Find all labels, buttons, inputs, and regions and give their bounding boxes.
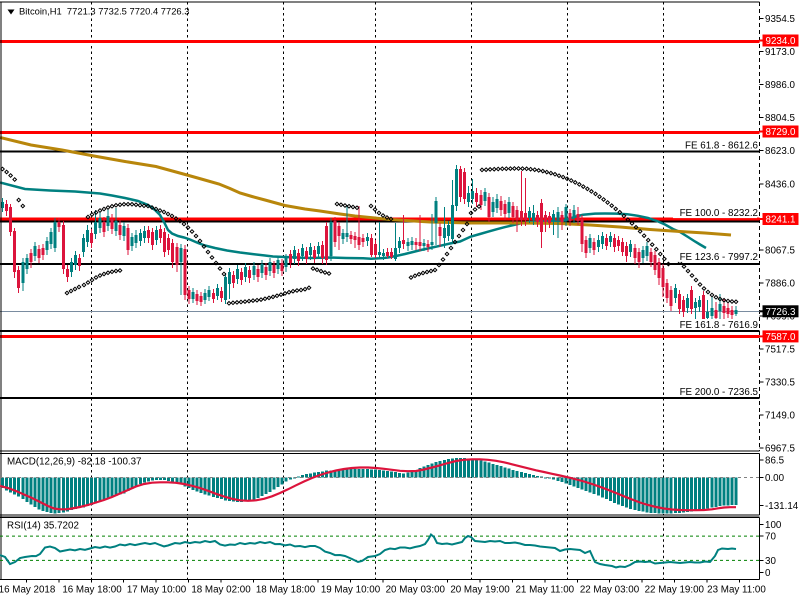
svg-text:8067.5: 8067.5 [765, 245, 796, 256]
svg-text:Bitcoin,H1 7721.3 7732.5 7720: Bitcoin,H1 7721.3 7732.5 7720.4 7726.3 [19, 6, 189, 17]
svg-text:-131.14: -131.14 [765, 501, 799, 512]
svg-text:FE 123.6 - 7997.2: FE 123.6 - 7997.2 [680, 252, 758, 263]
svg-text:FE 200.0 - 7236.5: FE 200.0 - 7236.5 [680, 387, 759, 398]
svg-text:7149.0: 7149.0 [765, 411, 796, 422]
svg-text:70: 70 [765, 532, 776, 543]
svg-text:22 May 19:00: 22 May 19:00 [645, 585, 705, 596]
svg-text:FE 61.8 - 8612.6: FE 61.8 - 8612.6 [685, 141, 759, 152]
svg-text:21 May 11:00: 21 May 11:00 [515, 585, 574, 596]
svg-text:20 May 19:00: 20 May 19:00 [450, 585, 510, 596]
svg-text:6967.5: 6967.5 [765, 444, 796, 455]
svg-text:0: 0 [765, 568, 771, 579]
svg-text:8241.1: 8241.1 [766, 215, 796, 226]
svg-text:30: 30 [765, 556, 776, 567]
svg-text:8804.5: 8804.5 [765, 113, 796, 124]
svg-text:7330.5: 7330.5 [765, 378, 796, 389]
svg-text:18 May 02:00: 18 May 02:00 [191, 585, 251, 596]
svg-text:17 May 10:00: 17 May 10:00 [127, 585, 187, 596]
svg-text:86.5: 86.5 [765, 456, 785, 467]
svg-text:9354.5: 9354.5 [765, 14, 796, 25]
svg-text:8623.0: 8623.0 [765, 146, 796, 157]
svg-text:RSI(14) 35.7202: RSI(14) 35.7202 [7, 521, 79, 532]
svg-text:18 May 18:00: 18 May 18:00 [256, 585, 316, 596]
svg-text:MACD(12,26,9) -82.18 -100.37: MACD(12,26,9) -82.18 -100.37 [7, 457, 142, 468]
svg-text:0.00: 0.00 [765, 473, 785, 484]
svg-text:23 May 11:00: 23 May 11:00 [707, 585, 766, 596]
svg-text:19 May 10:00: 19 May 10:00 [321, 585, 381, 596]
svg-text:8986.0: 8986.0 [765, 80, 796, 91]
svg-text:16 May 18:00: 16 May 18:00 [62, 585, 122, 596]
svg-text:8729.0: 8729.0 [766, 127, 797, 138]
svg-text:FE 161.8 - 7616.9: FE 161.8 - 7616.9 [680, 320, 758, 331]
svg-text:100: 100 [765, 520, 782, 531]
svg-text:9173.0: 9173.0 [765, 47, 796, 58]
svg-text:FE 100.0 - 8232.2: FE 100.0 - 8232.2 [680, 208, 758, 219]
svg-text:8436.0: 8436.0 [765, 179, 796, 190]
svg-text:7587.0: 7587.0 [766, 332, 797, 343]
svg-text:16 May 2018: 16 May 2018 [0, 585, 56, 596]
svg-text:7517.5: 7517.5 [765, 345, 796, 356]
svg-text:7726.3: 7726.3 [766, 307, 797, 318]
svg-text:20 May 03:00: 20 May 03:00 [386, 585, 446, 596]
svg-text:22 May 03:00: 22 May 03:00 [580, 585, 640, 596]
svg-text:9234.0: 9234.0 [766, 36, 797, 47]
svg-text:7886.0: 7886.0 [765, 278, 796, 289]
